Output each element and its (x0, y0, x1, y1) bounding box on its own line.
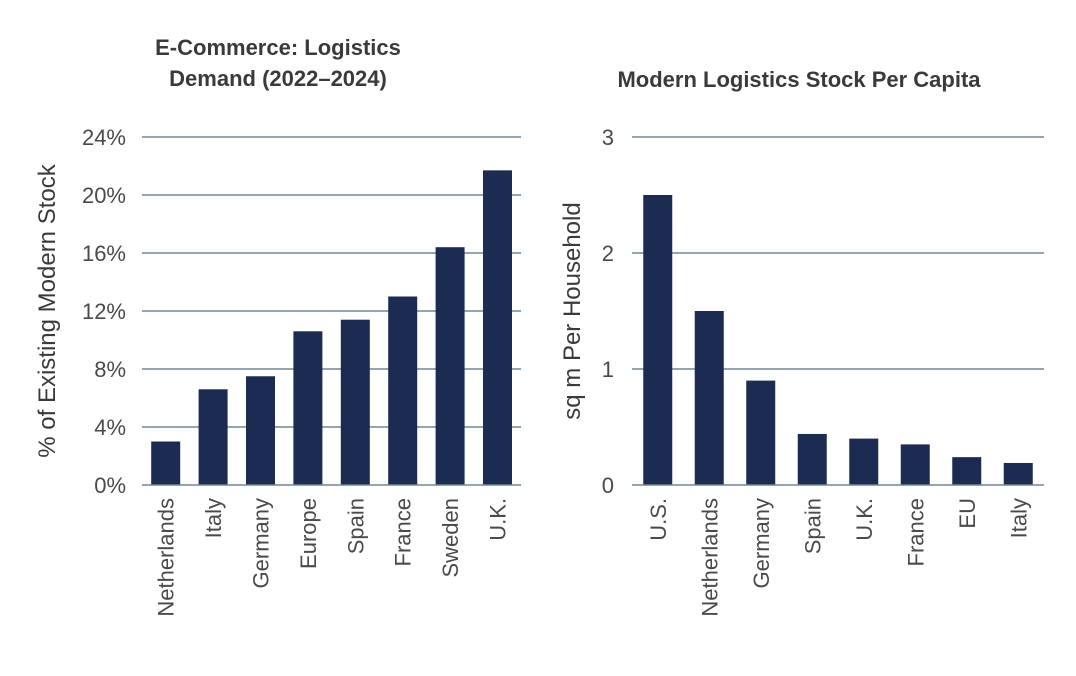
chart1-y-tick-label: 12% (82, 299, 126, 324)
chart2-x-category-label: EU (955, 498, 980, 529)
chart1-x-category-label: Germany (249, 498, 274, 588)
chart2-x-category-label: Germany (749, 498, 774, 588)
chart1-bar (483, 170, 512, 485)
chart2-y-tick-label: 1 (602, 357, 614, 382)
chart1-x-category-label: France (391, 498, 416, 566)
chart1-x-category-label: Netherlands (154, 498, 179, 617)
chart1-y-tick-label: 8% (94, 357, 126, 382)
chart2-bar (1003, 462, 1033, 485)
chart2-y-axis-label: sq m Per Household (559, 202, 586, 419)
chart1-x-category-label: Spain (343, 498, 368, 554)
chart1-x-category-label: Italy (201, 498, 226, 538)
chart1-bar (246, 376, 275, 485)
chart2-y-tick-label: 0 (602, 473, 614, 498)
chart2-x-category-label: Italy (1006, 498, 1031, 538)
chart2-bar (900, 444, 930, 485)
chart1-y-axis-label: % of Existing Modern Stock (34, 163, 61, 457)
chart1-x-category-label: Europe (296, 498, 321, 569)
chart1-bar (293, 331, 323, 485)
chart1-y-tick-label: 24% (82, 125, 126, 150)
chart2-bar (694, 311, 724, 485)
chart1-bar (151, 441, 181, 485)
chart1-y-tick-label: 20% (82, 183, 126, 208)
chart2-bar (643, 195, 673, 485)
chart1-bar (388, 296, 418, 485)
chart2-x-category-label: France (903, 498, 928, 566)
chart1-y-tick-label: 16% (82, 241, 126, 266)
chart2-bar (952, 457, 982, 485)
chart1-x-category-label: Sweden (438, 498, 463, 578)
chart2-bar (797, 433, 827, 485)
chart2-bar (746, 380, 776, 485)
chart2-bar (849, 438, 879, 485)
chart1-title-line-1: E-Commerce: Logistics (155, 35, 401, 60)
chart1-y-tick-label: 0% (94, 473, 126, 498)
chart2-y-tick-label: 3 (602, 125, 614, 150)
chart1-x-category-label: U.K. (486, 498, 511, 541)
chart2-x-category-label: Netherlands (697, 498, 722, 617)
chart2-x-category-label: Spain (800, 498, 825, 554)
chart1-bar (435, 247, 465, 485)
chart2-title-line-1: Modern Logistics Stock Per Capita (617, 67, 981, 92)
chart1-y-tick-label: 4% (94, 415, 126, 440)
chart1-bar (198, 389, 228, 485)
chart1-title-line-2: Demand (2022–2024) (169, 66, 387, 91)
chart2-x-category-label: U.K. (852, 498, 877, 541)
chart2-x-category-label: U.S. (646, 498, 671, 541)
chart2-y-tick-label: 2 (602, 241, 614, 266)
chart1-bar (340, 319, 370, 485)
